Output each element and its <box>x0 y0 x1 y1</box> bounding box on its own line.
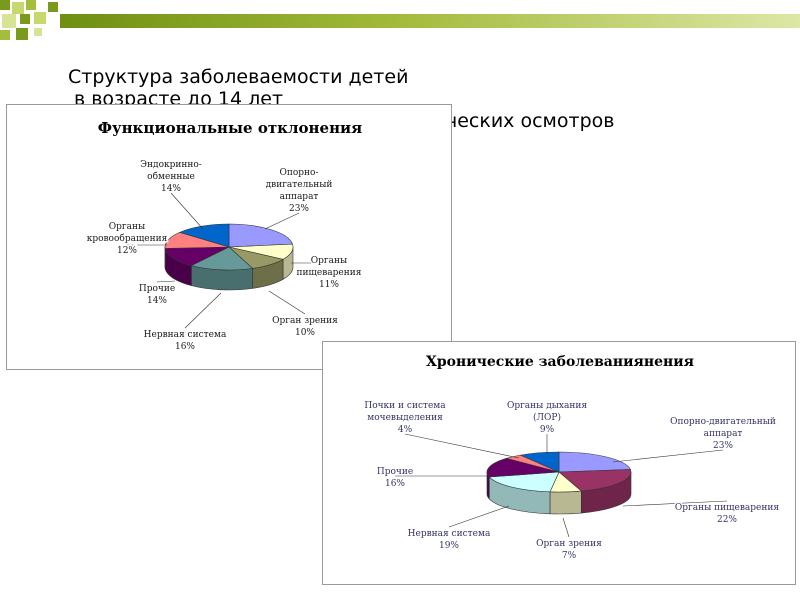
pie-slice <box>228 223 293 248</box>
pie-label-percent: 9% <box>540 425 555 435</box>
decor-square <box>26 0 36 10</box>
pie-slice-side <box>549 490 582 515</box>
pie-label-text: двигательный <box>266 180 333 190</box>
pie-leader-line <box>264 212 300 230</box>
pie-slice <box>519 451 560 473</box>
pie-label-text: (ЛОР) <box>533 412 561 423</box>
pie-label-percent: 16% <box>385 479 405 489</box>
pie-slice <box>178 223 230 248</box>
pie-label-percent: 23% <box>289 204 309 214</box>
pie-label-text: Опорно-двигательный <box>670 417 776 427</box>
slide-header-decoration <box>0 0 800 44</box>
pie-label-percent: 14% <box>161 184 181 194</box>
pie-label: Нервная система 19% <box>406 528 492 553</box>
pie-label-percent: 14% <box>147 296 167 306</box>
decor-square <box>2 14 16 28</box>
pie-label-percent: 4% <box>398 425 413 435</box>
decor-square <box>48 2 58 12</box>
pie-label: Орган зрения 7% <box>535 538 604 563</box>
pie-leader-line <box>184 292 222 329</box>
pie-leader-line <box>156 280 176 283</box>
decor-square <box>0 0 10 10</box>
pie-label-text: аппарат <box>280 192 319 202</box>
functional-deviations-chart: Функциональные отклонения Опорно-двигател… <box>6 104 452 370</box>
pie-label-text: Почки и система <box>364 401 446 411</box>
pie-label-text: Орган зрения <box>536 539 602 549</box>
chart-title: Функциональные отклонения <box>98 119 363 137</box>
decor-square <box>16 28 28 40</box>
pie-label-text: пищеварения <box>297 268 362 278</box>
pie-label: Эндокринно-обменные 14% <box>139 159 204 196</box>
pie-label: Нервная система 16% <box>142 329 228 354</box>
pie-leader-line <box>622 500 728 507</box>
pie-label: Органы пищеварения 22% <box>673 502 780 527</box>
pie-label: Орган зрения 10% <box>271 315 340 340</box>
pie-label-percent: 16% <box>175 342 195 352</box>
pie-svg: Хронические заболеваниянения Опорно-двига… <box>363 354 781 563</box>
pie-slice <box>164 246 230 266</box>
pie-label-text: кровообращения <box>87 233 168 244</box>
pie-label-percent: 22% <box>717 515 737 525</box>
pie-leader-line <box>448 505 510 528</box>
pie-label-text: Нервная система <box>144 330 227 340</box>
decor-square <box>0 30 10 40</box>
pie-slice <box>488 471 560 493</box>
pie-label-text: Органы пищеварения <box>675 503 779 513</box>
pie-slice <box>190 246 254 271</box>
pie-label-text: Опорно- <box>279 168 318 178</box>
pie-label-text: аппарат <box>704 429 743 439</box>
pie-label-percent: 19% <box>439 541 459 551</box>
pie-label-percent: 7% <box>562 551 577 561</box>
pie-label-text: Органы <box>311 256 347 266</box>
pie-label: Почки и система мочевыделения 4% <box>363 400 448 437</box>
chronic-diseases-chart: Хронические заболеваниянения Опорно-двига… <box>322 341 796 585</box>
decor-square <box>20 14 30 24</box>
pie-leader-line <box>562 517 570 538</box>
decor-square <box>12 2 24 14</box>
pie-label: Опорно-двигательный аппарат 23% <box>669 416 778 453</box>
pie-label-text: обменные <box>147 171 195 182</box>
pie-svg: Функциональные отклонения Опорно-двигател… <box>85 119 363 354</box>
pie-leader-line <box>404 433 520 459</box>
pie-label-text: Нервная система <box>408 529 491 539</box>
pie-label: Прочие 16% <box>375 466 414 491</box>
pie-label-text: Органы дыхания <box>507 401 587 411</box>
pie-label-text: мочевыделения <box>367 413 443 423</box>
pie-label-percent: 12% <box>117 246 137 256</box>
pie-label-percent: 23% <box>713 441 733 451</box>
chart-title: Хронические заболеваниянения <box>426 354 694 370</box>
pie-label-percent: 10% <box>295 328 315 338</box>
pie-leader-line <box>170 192 204 230</box>
pie-slice <box>558 451 631 473</box>
pie-label-percent: 11% <box>319 280 339 290</box>
slide-title-line-3: ческих осмотров <box>446 110 615 132</box>
decor-square <box>34 28 42 36</box>
pie-label-text: Органы <box>109 222 145 232</box>
slide-title-line-1: Структура заболеваемости детей <box>68 66 409 88</box>
header-gradient-bar <box>60 14 800 28</box>
pie-leader-line <box>268 290 306 315</box>
pie-label-text: Орган зрения <box>272 316 338 326</box>
pie-label: Опорно-двигательный аппарат 23% <box>264 167 334 216</box>
pie-label-text: Прочие <box>377 467 413 477</box>
pie-label: Органы дыхания(ЛОР) 9% <box>505 400 588 437</box>
pie-leader-line <box>612 449 724 463</box>
pie-label-text: Эндокринно- <box>140 160 202 170</box>
pie-slice <box>558 469 632 492</box>
pie-label: Органы пищеварения 11% <box>295 255 363 292</box>
pie-label: Прочие 14% <box>137 283 176 308</box>
pie-label-text: Прочие <box>139 284 175 294</box>
decor-square <box>34 12 46 24</box>
